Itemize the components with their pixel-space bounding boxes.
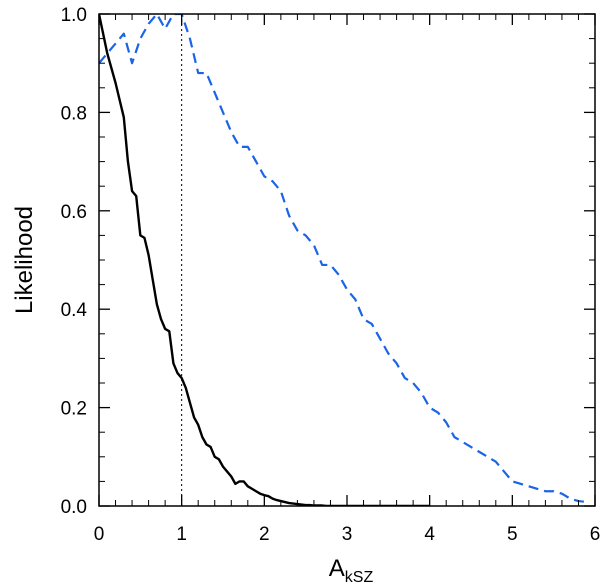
y-tick-label: 0.4 <box>61 300 88 321</box>
series-line-dashed <box>99 14 587 504</box>
y-tick-label: 1.0 <box>61 5 87 26</box>
x-tick-label: 3 <box>342 524 353 545</box>
x-tick-label: 6 <box>590 524 601 545</box>
y-tick-label: 0.6 <box>61 202 87 223</box>
y-tick-label: 0.2 <box>61 399 87 420</box>
x-axis-label-main: A <box>329 555 345 582</box>
y-tick-label: 0.8 <box>61 103 87 124</box>
plot-frame <box>98 13 596 507</box>
x-axis-label: AkSZ <box>329 555 374 586</box>
x-tick-label: 1 <box>176 524 187 545</box>
x-axis-label-sub: kSZ <box>345 569 374 586</box>
x-tick-label: 5 <box>507 524 518 545</box>
x-tick-label: 4 <box>424 524 435 545</box>
series-line-solid <box>99 14 430 506</box>
y-axis-label: Likelihood <box>11 206 38 314</box>
x-tick-label: 0 <box>94 524 105 545</box>
x-tick-label: 2 <box>259 524 270 545</box>
y-tick-label: 0.0 <box>61 497 87 518</box>
